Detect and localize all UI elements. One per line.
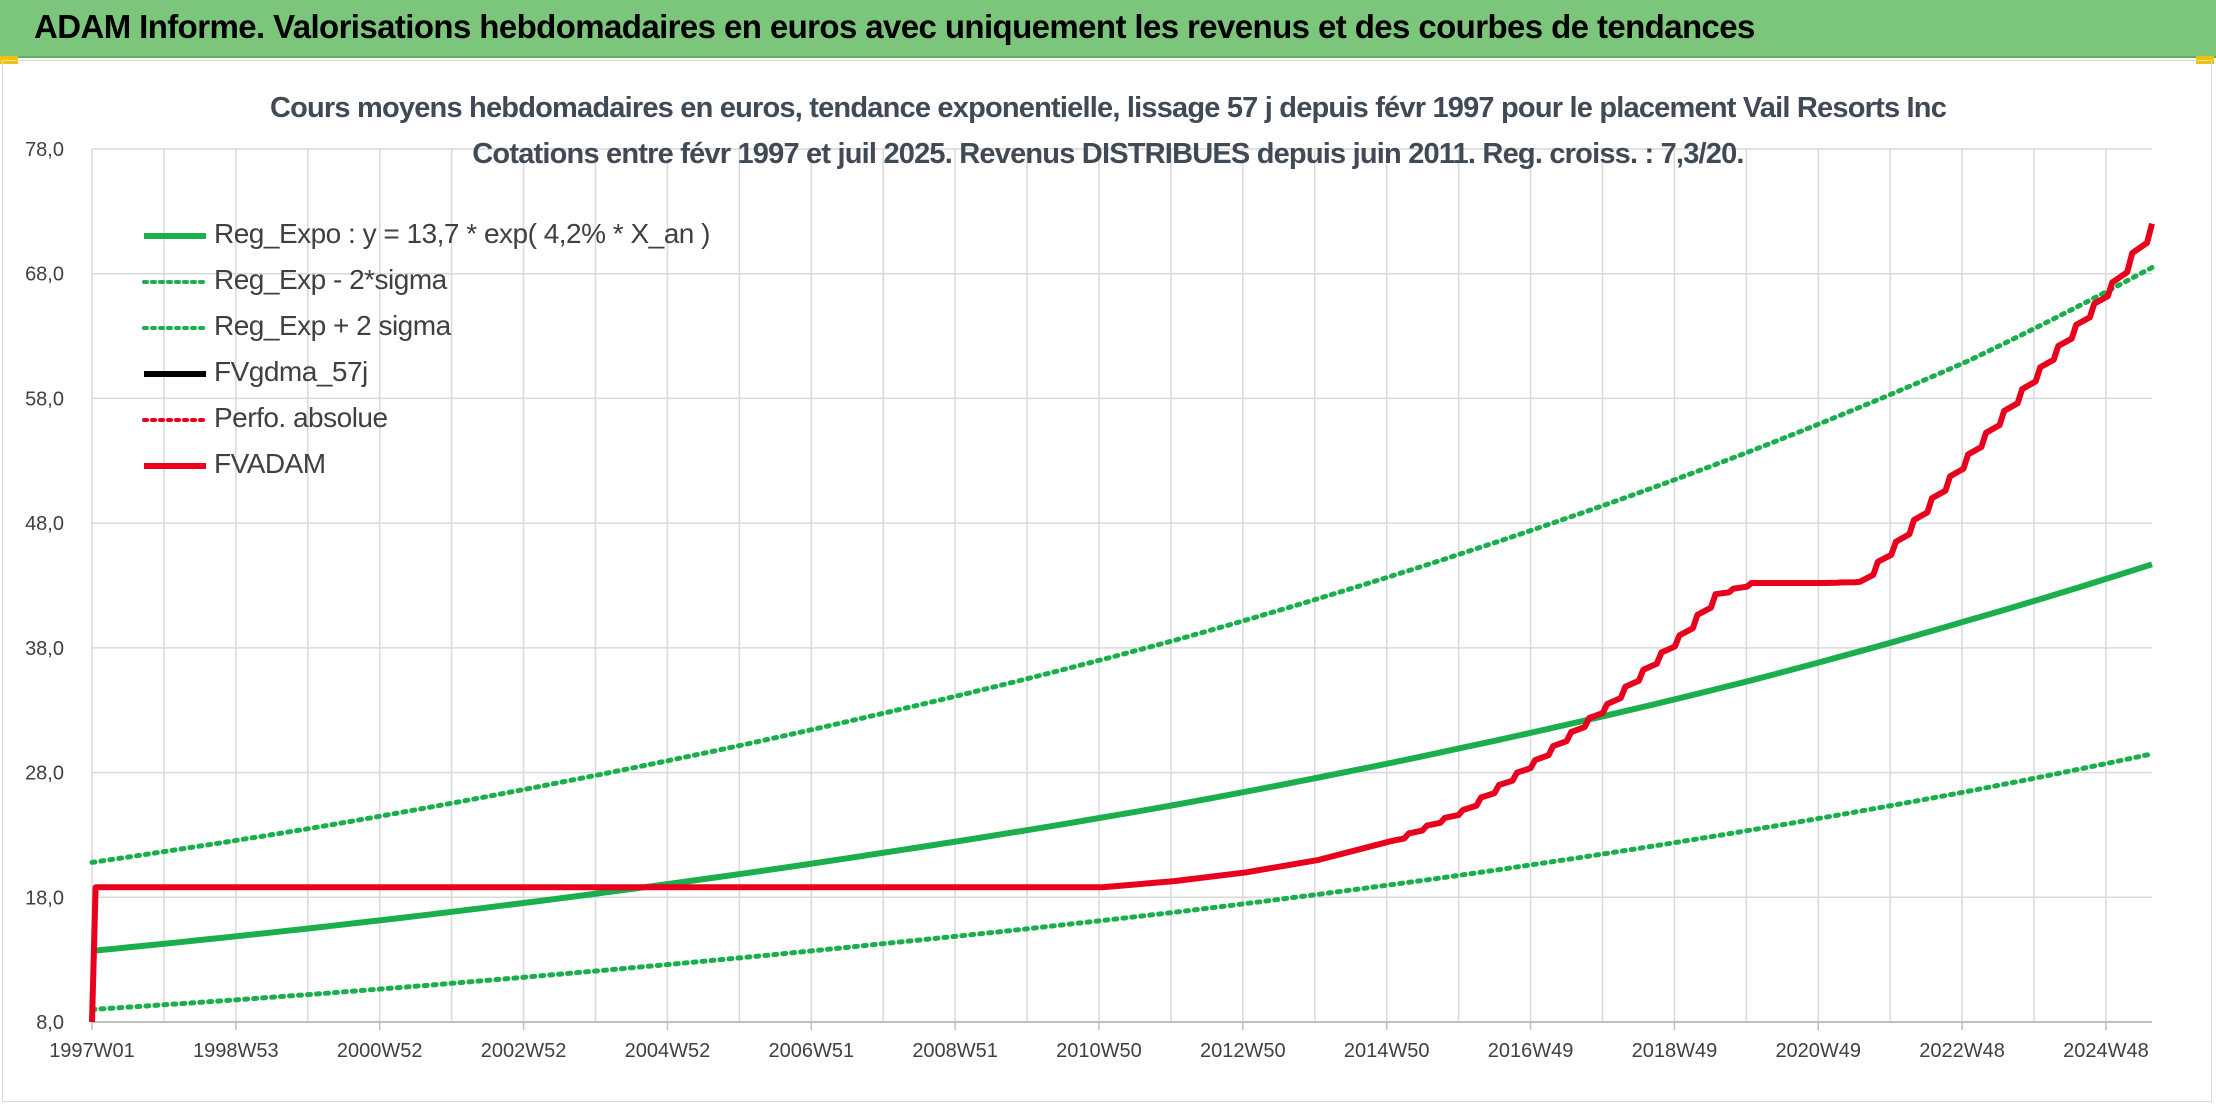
- legend-item: Reg_Expo : y = 13,7 * exp( 4,2% * X_an ): [140, 214, 860, 254]
- x-tick-label: 2004W52: [625, 1040, 711, 1062]
- x-tick-label: 2006W51: [768, 1040, 854, 1062]
- y-axis-ticks: 8,0 18,0 28,0 38,0 48,0 58,0 68,0 78,0: [25, 139, 64, 1034]
- y-tick-label: 48,0: [25, 513, 64, 535]
- y-tick-label: 68,0: [25, 264, 64, 286]
- x-tick-label: 1998W53: [193, 1040, 279, 1062]
- x-tick-label: 2022W48: [1919, 1040, 2005, 1062]
- legend-item: Perfo. absolue: [140, 398, 860, 438]
- chart-title: Cours moyens hebdomadaires en euros, ten…: [269, 92, 1947, 124]
- legend-item: Reg_Exp + 2 sigma: [140, 306, 860, 346]
- series-line-reg-expo-y-13-7-exp-4-2-x-an-: [91, 561, 2153, 954]
- x-tick-label: 2012W50: [1200, 1040, 1286, 1062]
- legend-item: FVADAM: [140, 444, 860, 484]
- y-tick-label: 8,0: [36, 1012, 64, 1034]
- legend-label: Reg_Exp + 2 sigma: [214, 310, 451, 341]
- y-tick-label: 78,0: [25, 139, 64, 161]
- y-tick-label: 38,0: [25, 638, 64, 660]
- series-line-fvadam: [89, 223, 2155, 1023]
- x-tick-label: 2014W50: [1344, 1040, 1430, 1062]
- legend-swatch: [144, 233, 206, 239]
- x-tick-label: 2024W48: [2063, 1040, 2149, 1062]
- x-axis-ticks: 1997W01 1998W53 2000W52 2002W52 2004W52 2006W…: [49, 1022, 2149, 1062]
- series-line-reg-exp-2-sigma: [89, 751, 2155, 1012]
- legend-label: Reg_Exp - 2*sigma: [214, 264, 447, 295]
- x-tick-label: 1997W01: [49, 1040, 135, 1062]
- legend-item: Reg_Exp - 2*sigma: [140, 260, 860, 300]
- y-tick-label: 28,0: [25, 763, 64, 785]
- chart-frame: [2, 60, 2212, 1102]
- legend-label: FVADAM: [214, 448, 326, 479]
- legend-label: Reg_Expo : y = 13,7 * exp( 4,2% * X_an ): [214, 218, 710, 249]
- legend-swatch: [142, 418, 208, 422]
- y-tick-label: 58,0: [25, 388, 64, 410]
- legend-label: Perfo. absolue: [214, 402, 388, 433]
- chart-subtitle: Cotations entre févr 1997 et juil 2025. …: [472, 138, 1744, 170]
- legend-swatch: [144, 371, 206, 377]
- x-tick-label: 2002W52: [481, 1040, 567, 1062]
- x-tick-label: 2020W49: [1775, 1040, 1861, 1062]
- legend-swatch: [142, 326, 208, 330]
- y-tick-label: 18,0: [25, 887, 64, 909]
- page-title: ADAM Informe. Valorisations hebdomadaire…: [34, 8, 1755, 45]
- x-tick-label: 2018W49: [1632, 1040, 1718, 1062]
- x-tick-label: 2008W51: [912, 1040, 998, 1062]
- x-tick-label: 2016W49: [1488, 1040, 1574, 1062]
- grid-lines: [91, 148, 2152, 1023]
- header-bar: ADAM Informe. Valorisations hebdomadaire…: [0, 0, 2216, 58]
- x-tick-label: 2010W50: [1056, 1040, 1142, 1062]
- legend-swatch: [144, 463, 206, 469]
- series-line-reg-exp-2-sigma: [89, 265, 2155, 865]
- x-tick-label: 2000W52: [337, 1040, 423, 1062]
- legend-label: FVgdma_57j: [214, 356, 368, 387]
- series-lines: [89, 223, 2155, 1023]
- legend-swatch: [142, 280, 208, 284]
- legend-item: FVgdma_57j: [140, 352, 860, 392]
